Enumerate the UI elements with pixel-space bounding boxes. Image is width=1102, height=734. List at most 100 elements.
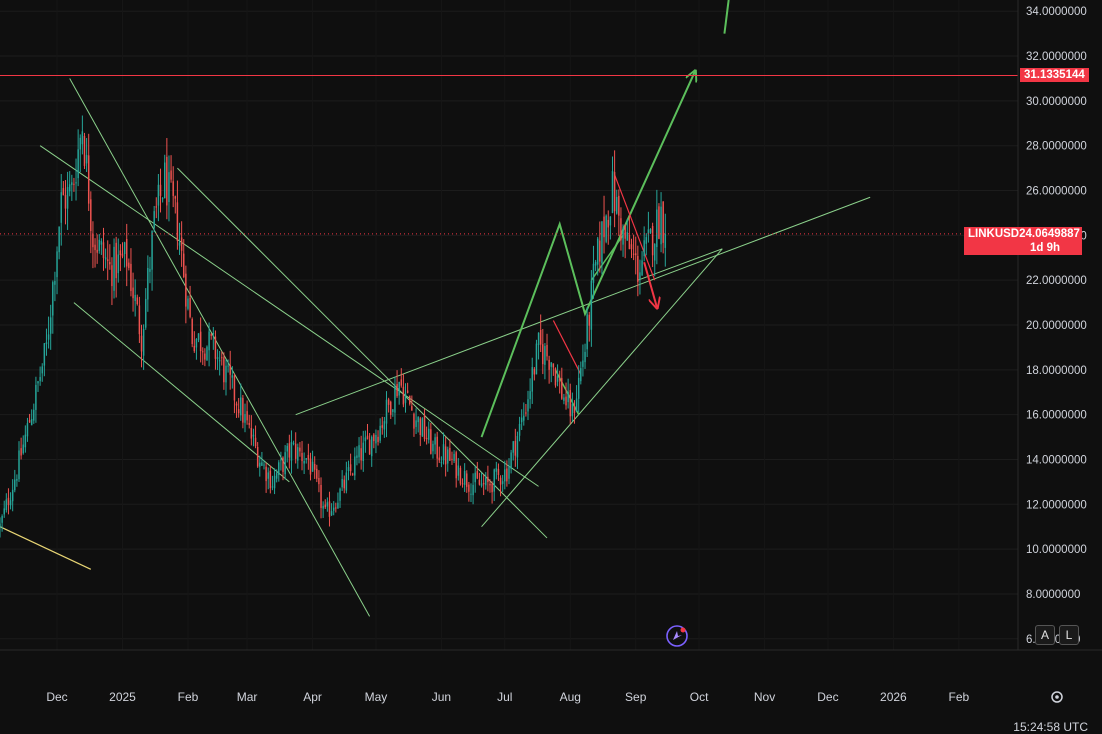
candle-body xyxy=(389,401,392,415)
candle-body xyxy=(237,409,240,414)
candle-body xyxy=(455,452,457,479)
candle-body xyxy=(20,448,22,456)
candle-body xyxy=(98,239,101,251)
x-tick-label: Mar xyxy=(237,690,258,704)
candle-body xyxy=(174,196,177,199)
trend-line xyxy=(552,320,582,375)
trend-line xyxy=(590,234,624,281)
candle-body xyxy=(550,362,552,367)
trend-line xyxy=(73,302,290,483)
gear-icon[interactable] xyxy=(1051,691,1063,703)
candle-body xyxy=(204,353,206,360)
candle-body xyxy=(383,421,386,430)
candle-body xyxy=(299,447,301,452)
candle-body xyxy=(436,436,438,459)
candle-body xyxy=(561,378,563,399)
candle-body xyxy=(628,234,631,250)
candle-body xyxy=(62,188,65,196)
candle-body xyxy=(415,420,417,427)
candle-body xyxy=(223,357,225,383)
candle-body xyxy=(461,483,464,485)
candle-body xyxy=(626,232,629,241)
candle-body xyxy=(656,209,658,248)
trend-line xyxy=(614,174,656,281)
candle-body xyxy=(618,195,620,216)
candle-body xyxy=(335,507,337,509)
x-tick-label: Feb xyxy=(949,690,970,704)
y-tick-label: 26.0000000 xyxy=(1026,186,1087,198)
y-tick-label: 34.0000000 xyxy=(1026,6,1087,18)
candle-body xyxy=(149,268,151,272)
candle-body xyxy=(3,508,5,515)
candle-body xyxy=(202,351,204,353)
candle-body xyxy=(100,240,103,245)
candle-body xyxy=(373,434,375,442)
candle-body xyxy=(544,346,546,365)
time-readout: 15:24:58 UTC xyxy=(1013,720,1088,734)
candle-body xyxy=(607,219,610,228)
candle-body xyxy=(381,425,384,428)
candle-body xyxy=(140,335,143,352)
candle-body xyxy=(297,447,299,461)
candle-body xyxy=(218,360,221,362)
candle-body xyxy=(87,155,90,204)
candle-body xyxy=(535,343,538,375)
candle-body xyxy=(284,452,286,475)
candle-body xyxy=(518,423,521,436)
candle-body xyxy=(322,505,324,509)
candle-body xyxy=(330,511,333,516)
y-tick-label: 10.0000000 xyxy=(1026,544,1087,556)
candle-body xyxy=(639,272,641,280)
candle-body xyxy=(546,344,548,357)
price-axis[interactable]: 6.00000008.000000010.000000012.000000014… xyxy=(1026,6,1087,646)
candle-body xyxy=(510,452,512,469)
candle-body xyxy=(601,221,603,264)
candle-body xyxy=(90,199,92,232)
y-tick-label: 8.0000000 xyxy=(1026,589,1080,601)
candle-body xyxy=(404,393,407,403)
candle-body xyxy=(104,257,107,260)
level-price-badge: 31.1335144 xyxy=(1020,68,1089,83)
candle-body xyxy=(506,468,508,482)
candle-body xyxy=(157,184,160,206)
candle-body xyxy=(392,409,394,412)
candle-body xyxy=(417,417,419,423)
log-scale-button[interactable]: L xyxy=(1059,625,1079,645)
candle-body xyxy=(22,444,24,454)
candle-body xyxy=(449,447,451,461)
candle-body xyxy=(370,436,373,457)
candle-body xyxy=(240,397,242,416)
auto-scale-button[interactable]: A xyxy=(1035,625,1055,645)
candle-body xyxy=(191,319,193,344)
candle-body xyxy=(43,343,46,366)
candle-body xyxy=(208,331,210,351)
sparkle-icon[interactable] xyxy=(666,625,688,647)
candle-body xyxy=(615,196,618,214)
candle-body xyxy=(408,395,411,405)
candle-body xyxy=(529,391,531,400)
candle-body xyxy=(71,182,73,185)
candle-body xyxy=(47,334,50,340)
candle-body xyxy=(527,399,529,412)
candle-body xyxy=(199,331,202,352)
candle-body xyxy=(387,399,390,405)
y-tick-label: 16.0000000 xyxy=(1026,410,1087,422)
candle-body xyxy=(227,365,229,367)
candle-body xyxy=(459,467,462,484)
candle-body xyxy=(571,403,574,417)
candle-body xyxy=(168,172,170,203)
candle-body xyxy=(523,415,525,421)
candle-body xyxy=(106,259,109,262)
x-tick-label: Aug xyxy=(560,690,581,704)
candle-body xyxy=(39,377,41,382)
time-axis[interactable]: Dec 2025 Feb Mar Apr May Jun Jul Aug Sep Oct Nov Dec… xyxy=(46,690,969,704)
candle-body xyxy=(594,261,597,266)
candle-body xyxy=(225,365,227,383)
candle-body xyxy=(259,462,261,467)
candle-body xyxy=(660,206,662,245)
candle-body xyxy=(128,262,130,268)
candle-body xyxy=(379,425,381,441)
trend-line xyxy=(39,145,539,487)
candle-body xyxy=(11,489,14,502)
